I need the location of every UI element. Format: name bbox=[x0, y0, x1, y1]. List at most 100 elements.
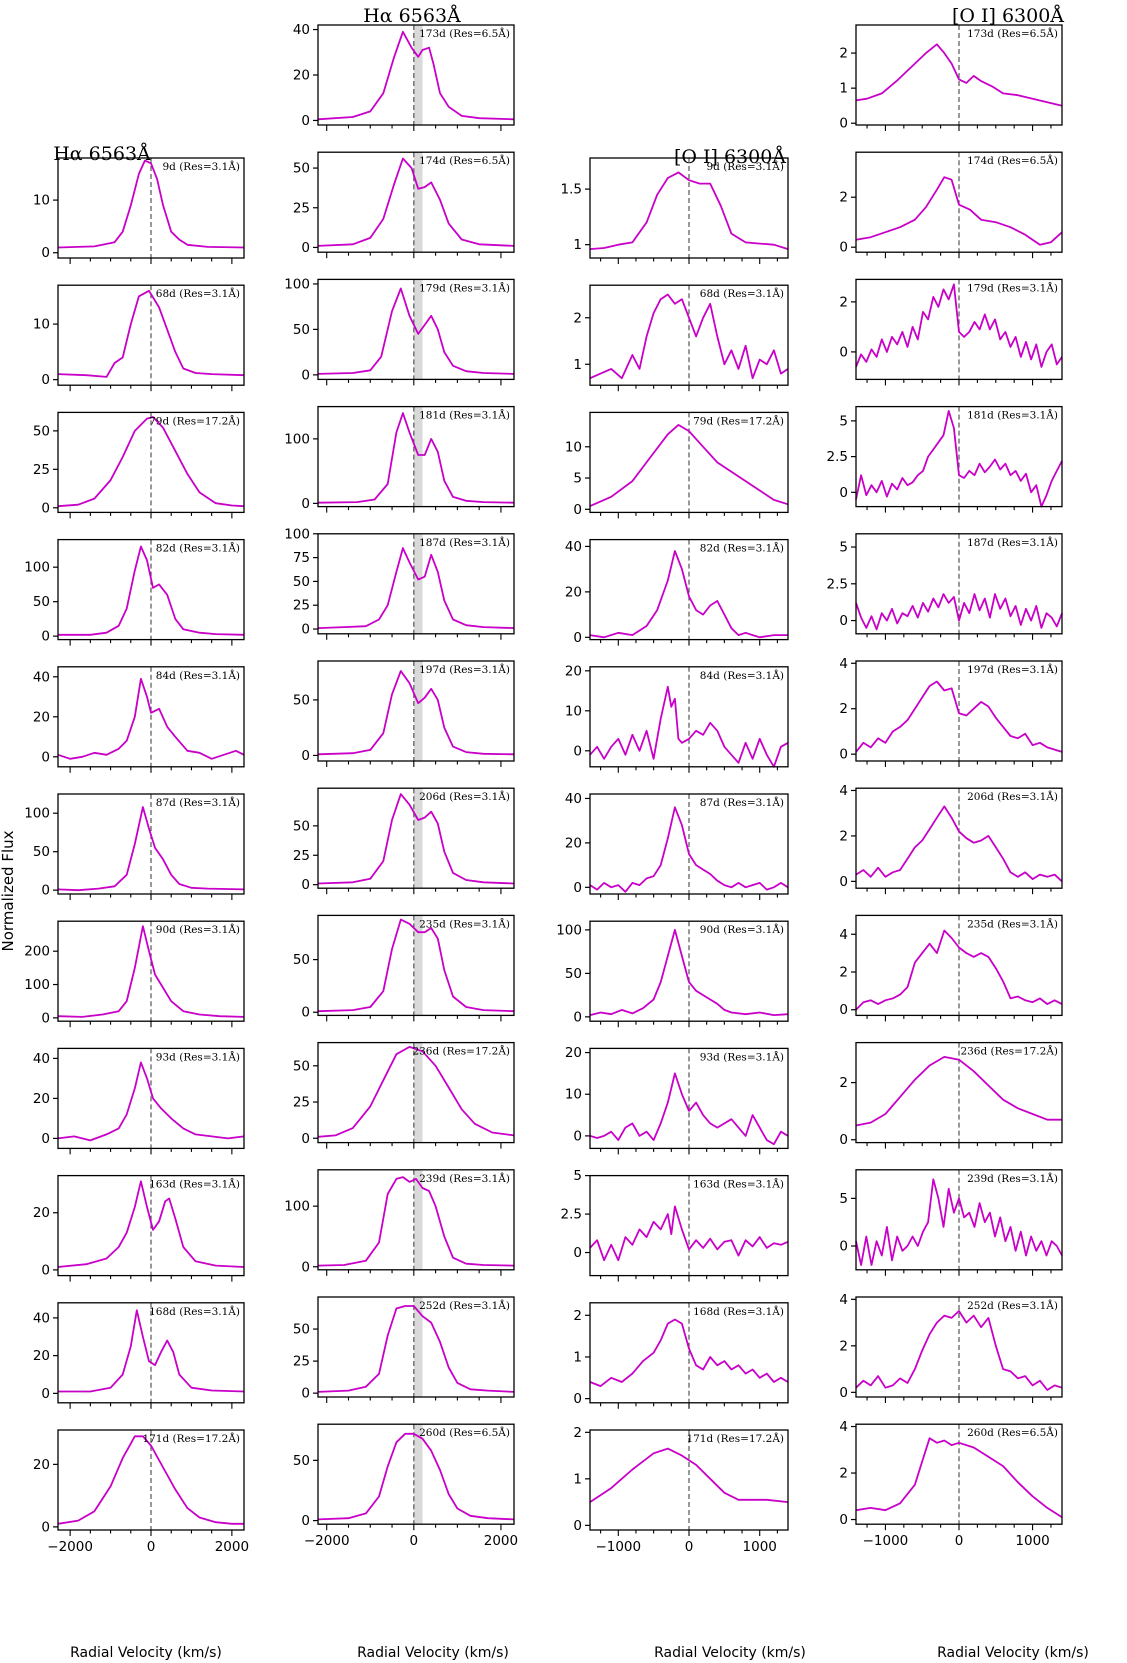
velocity-shade-band bbox=[413, 1169, 423, 1270]
panel-col3-7: 0 50 100 90d (Res=3.1Å) bbox=[556, 920, 789, 1028]
panel-col4-11: 0 2 4 252d (Res=3.1Å) bbox=[839, 1292, 1063, 1403]
panel-col1-6: 0 50 100 87d (Res=3.1Å) bbox=[24, 793, 245, 900]
y-tick-label: 2 bbox=[839, 1075, 848, 1091]
epoch-label: 206d (Res=3.1Å) bbox=[419, 789, 510, 803]
column-title-oi-2: [O I] 6300Å bbox=[952, 5, 1064, 27]
panel-col2-11: 0 25 50 252d (Res=3.1Å) bbox=[293, 1296, 515, 1403]
y-tick-label: 0 bbox=[41, 1386, 50, 1402]
y-tick-label: 0 bbox=[573, 1245, 582, 1261]
y-tick-label: 5 bbox=[573, 471, 582, 487]
y-tick-label: 0 bbox=[41, 245, 50, 261]
x-axis-label-col4: Radial Velocity (km/s) bbox=[937, 1645, 1089, 1661]
panel-col4-12: 0 2 4 −1000 0 1000 260d (Res=6.5Å) bbox=[839, 1419, 1063, 1549]
panel-col2-3: 0 50 100 179d (Res=3.1Å) bbox=[284, 276, 515, 386]
y-tick-label: 0 bbox=[301, 1131, 310, 1147]
epoch-label: 90d (Res=3.1Å) bbox=[700, 922, 784, 936]
spectrum-line bbox=[855, 283, 1063, 368]
epoch-label: 68d (Res=3.1Å) bbox=[156, 286, 240, 300]
spectrum-line bbox=[855, 176, 1063, 246]
epoch-label: 252d (Res=3.1Å) bbox=[967, 1298, 1058, 1312]
spectrum-line bbox=[317, 412, 515, 504]
y-tick-label: 40 bbox=[33, 669, 50, 685]
y-tick-label: 0 bbox=[839, 344, 848, 360]
y-tick-label: 0 bbox=[573, 1128, 582, 1144]
y-tick-label: 50 bbox=[293, 161, 310, 177]
axes-frame bbox=[317, 151, 515, 253]
panel-col2-9: 0 25 50 236d (Res=17.2Å) bbox=[293, 1041, 515, 1149]
y-tick-label: 25 bbox=[33, 462, 50, 478]
y-tick-label: 50 bbox=[293, 1322, 310, 1338]
x-tick-label: 0 bbox=[410, 1533, 419, 1549]
spectrum-line bbox=[57, 159, 245, 249]
epoch-label: 260d (Res=6.5Å) bbox=[967, 1425, 1058, 1439]
y-tick-label: 0 bbox=[301, 1005, 310, 1021]
y-tick-label: 0 bbox=[301, 367, 310, 383]
y-tick-label: 2 bbox=[839, 701, 848, 717]
spectrum-line bbox=[589, 171, 789, 250]
epoch-label: 68d (Res=3.1Å) bbox=[700, 286, 784, 300]
y-tick-label: 50 bbox=[293, 1453, 310, 1469]
spectrum-line bbox=[58, 545, 245, 636]
epoch-label: 171d (Res=17.2Å) bbox=[142, 1431, 240, 1445]
velocity-shade-band bbox=[413, 1424, 423, 1525]
panel-col1-7: 0 100 200 90d (Res=3.1Å) bbox=[24, 920, 245, 1028]
panel-col1-9: 0 20 163d (Res=3.1Å) bbox=[33, 1174, 245, 1282]
axes-frame bbox=[317, 787, 515, 889]
y-tick-label: 0 bbox=[839, 485, 848, 501]
epoch-label: 197d (Res=3.1Å) bbox=[967, 662, 1058, 676]
epoch-label: 9d (Res=3.1Å) bbox=[162, 159, 240, 173]
y-tick-label: 2 bbox=[573, 310, 582, 326]
epoch-label: 260d (Res=6.5Å) bbox=[419, 1425, 510, 1439]
y-tick-label: 0 bbox=[41, 372, 50, 388]
epoch-label: 93d (Res=3.1Å) bbox=[156, 1049, 240, 1063]
y-axis-label: Normalized Flux bbox=[0, 830, 17, 951]
panel-col3-10: 0 1 2 168d (Res=3.1Å) bbox=[573, 1302, 789, 1409]
epoch-label: 9d (Res=3.1Å) bbox=[706, 159, 784, 173]
y-tick-label: 0 bbox=[573, 743, 582, 759]
y-tick-label: 0 bbox=[301, 496, 310, 512]
y-tick-label: 50 bbox=[33, 423, 50, 439]
y-tick-label: 0 bbox=[839, 613, 848, 629]
y-tick-label: 100 bbox=[284, 276, 310, 292]
y-tick-label: 0 bbox=[301, 748, 310, 764]
column-titles: Hα 6563Å Hα 6563Å [O I] 6300Å [O I] 6300… bbox=[53, 5, 1064, 168]
y-tick-label: 0 bbox=[301, 1386, 310, 1402]
panel-col2-2: 0 25 50 174d (Res=6.5Å) bbox=[293, 151, 515, 259]
x-axis-label-col2: Radial Velocity (km/s) bbox=[357, 1645, 509, 1661]
y-tick-label: 2.5 bbox=[561, 1207, 582, 1223]
spectrum-line bbox=[855, 680, 1063, 753]
axes-frame bbox=[317, 1296, 515, 1398]
spectrum-line bbox=[317, 918, 515, 1013]
spectrum-line bbox=[317, 30, 515, 121]
x-tick-label: 0 bbox=[955, 1533, 964, 1549]
panel-col3-11: 0 1 2 −1000 0 1000 171d (Res=17.2Å) bbox=[573, 1425, 789, 1555]
spectrum-line bbox=[855, 805, 1063, 883]
y-tick-label: 50 bbox=[33, 844, 50, 860]
epoch-label: 239d (Res=3.1Å) bbox=[419, 1171, 510, 1185]
epoch-label: 174d (Res=6.5Å) bbox=[967, 153, 1058, 167]
y-tick-label: 40 bbox=[565, 539, 582, 555]
epoch-label: 179d (Res=3.1Å) bbox=[419, 280, 510, 294]
y-tick-label: 0 bbox=[839, 240, 848, 256]
epoch-label: 84d (Res=3.1Å) bbox=[156, 668, 240, 682]
x-tick-label: 2000 bbox=[215, 1539, 249, 1555]
panel-col3-6: 0 20 40 87d (Res=3.1Å) bbox=[565, 791, 789, 900]
epoch-label: 82d (Res=3.1Å) bbox=[700, 541, 784, 555]
y-tick-label: 200 bbox=[24, 944, 50, 960]
panel-col3-5: 0 10 20 84d (Res=3.1Å) bbox=[565, 663, 789, 773]
y-tick-label: 25 bbox=[293, 1095, 310, 1111]
panel-col4-10: 0 5 239d (Res=3.1Å) bbox=[839, 1169, 1063, 1276]
y-tick-label: 0 bbox=[301, 1513, 310, 1529]
y-tick-label: 40 bbox=[293, 22, 310, 38]
y-tick-label: 2 bbox=[839, 1466, 848, 1482]
column-title-halpha-1: Hα 6563Å bbox=[53, 143, 151, 165]
spectrum-line bbox=[317, 547, 515, 629]
y-tick-label: 0 bbox=[41, 629, 50, 645]
y-tick-label: 0 bbox=[41, 749, 50, 765]
y-tick-label: 0 bbox=[301, 113, 310, 129]
y-tick-label: 20 bbox=[565, 663, 582, 679]
velocity-shade-band bbox=[413, 1042, 423, 1143]
epoch-label: 206d (Res=3.1Å) bbox=[967, 789, 1058, 803]
